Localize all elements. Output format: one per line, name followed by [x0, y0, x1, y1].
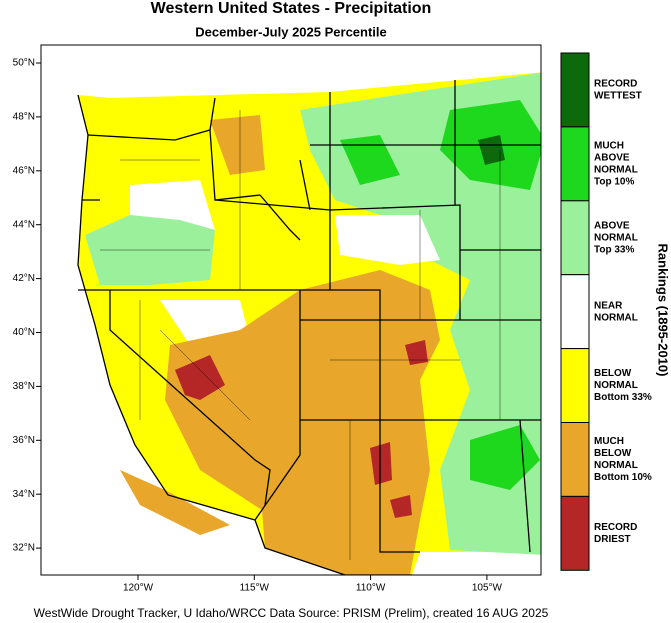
- legend-swatch: [560, 274, 590, 350]
- legend-swatch: [560, 200, 590, 276]
- legend-label: WETTEST: [594, 91, 642, 102]
- lat-label: 48°N: [13, 112, 35, 123]
- legend-swatch: [560, 126, 590, 202]
- lat-label: 46°N: [13, 165, 35, 176]
- legend-label: NORMAL: [594, 164, 638, 175]
- legend-label: NORMAL: [594, 460, 638, 471]
- legend-label: Top 10%: [594, 176, 634, 187]
- record-wettest: [478, 135, 505, 165]
- legend-title: Rankings (1895-2010): [656, 244, 671, 377]
- much-above: [340, 135, 400, 185]
- lat-label: 44°N: [13, 219, 35, 230]
- county-borders: [100, 110, 501, 560]
- lat-label: 42°N: [13, 273, 35, 284]
- legend-label: Bottom 10%: [594, 472, 652, 483]
- lat-label: 32°N: [13, 543, 35, 554]
- legend-label: Top 33%: [594, 244, 634, 255]
- record-driest: [405, 340, 428, 365]
- legend-label: BELOW: [594, 448, 632, 459]
- lat-label: 34°N: [13, 489, 35, 500]
- near-normal: [130, 180, 215, 230]
- legend-label: NORMAL: [594, 312, 638, 323]
- lat-label: 40°N: [13, 327, 35, 338]
- legend-label: ABOVE: [594, 152, 630, 163]
- legend-label: DRIEST: [594, 534, 631, 545]
- legend-label: ABOVE: [594, 220, 630, 231]
- legend-swatch: [560, 422, 590, 497]
- lon-label: 115°W: [240, 583, 270, 594]
- legend-swatch: [560, 348, 590, 424]
- above-normal: [300, 72, 541, 555]
- lat-label: 50°N: [13, 58, 35, 69]
- state-borders: [77, 80, 541, 575]
- legend-label: Bottom 33%: [594, 392, 652, 403]
- lat-label: 36°N: [13, 435, 35, 446]
- legend-label: BELOW: [594, 368, 632, 379]
- much-below: [120, 470, 230, 535]
- map-frame: [40, 44, 542, 576]
- much-below: [165, 270, 440, 575]
- legend-swatch: [560, 495, 590, 571]
- legend-label: RECORD: [594, 522, 637, 533]
- legend-label: MUCH: [594, 436, 624, 447]
- legend-label: NORMAL: [594, 232, 638, 243]
- record-driest: [390, 495, 412, 518]
- record-driest: [370, 442, 392, 485]
- legend-label: NORMAL: [594, 380, 638, 391]
- subtitle: December-July 2025 Percentile: [195, 24, 387, 39]
- footer: WestWide Drought Tracker, U Idaho/WRCC D…: [34, 606, 549, 620]
- much-above: [470, 425, 540, 490]
- record-driest: [175, 355, 225, 400]
- lon-label: 110°W: [356, 583, 386, 594]
- much-below: [210, 115, 265, 175]
- legend-label: RECORD: [594, 79, 637, 90]
- lon-label: 105°W: [472, 583, 503, 594]
- lon-label: 120°W: [123, 583, 154, 594]
- lat-label: 38°N: [13, 381, 35, 392]
- title: Western United States - Precipitation: [151, 0, 432, 17]
- map: [40, 44, 542, 576]
- near-normal: [335, 215, 440, 265]
- legend-label: MUCH: [594, 140, 624, 151]
- legend-swatch: [560, 52, 590, 128]
- legend-label: NEAR: [594, 300, 623, 311]
